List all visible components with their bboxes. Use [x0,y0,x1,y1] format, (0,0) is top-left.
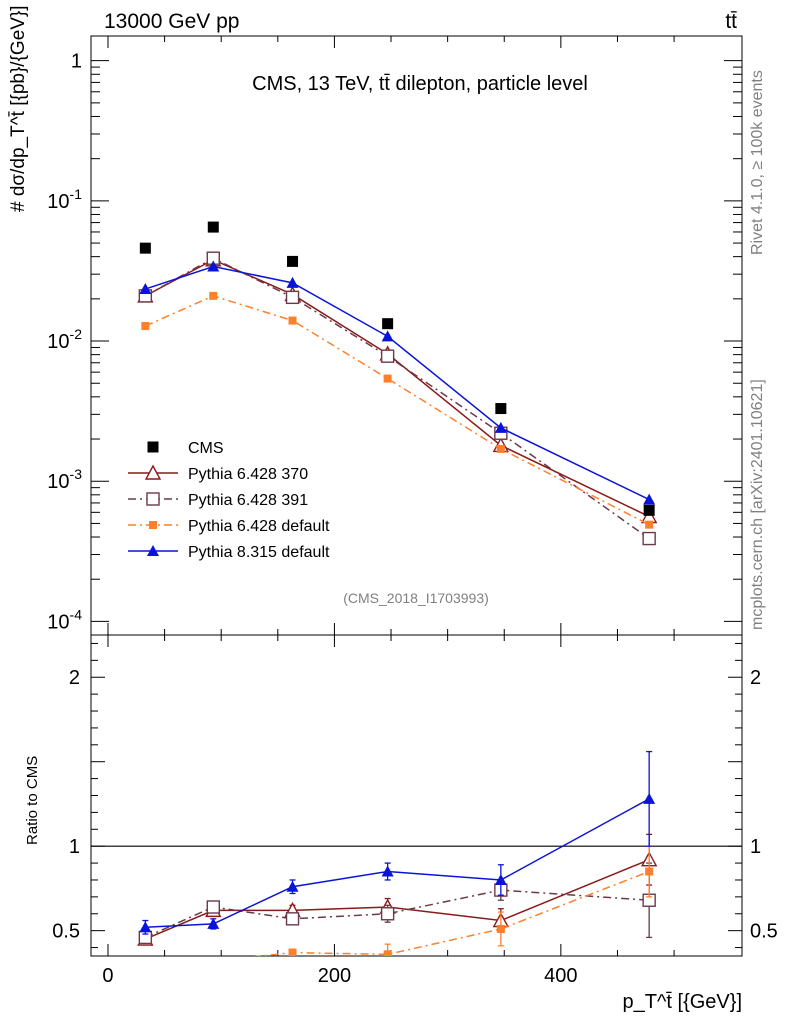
series-point [139,283,152,295]
ratio-point [285,912,300,926]
series-point [141,322,150,331]
series-point [381,330,394,342]
x-tick-label: 200 [318,965,351,987]
legend-label: Pythia 6.428 default [188,518,330,535]
mcplots-label: mcplots.cern.ch [arXiv:2401.10621] [749,379,766,630]
y-tick-label-lower-right: 1 [750,836,761,858]
upper-plot [137,221,658,546]
series-line [144,258,650,518]
data-point [139,242,151,254]
y-tick-label: 10-1 [47,186,82,213]
x-tick-label: 0 [102,965,113,987]
series-point [494,421,507,433]
series-point [645,520,654,529]
legend-marker [149,521,157,529]
lower-panel-frame [90,634,743,957]
analysis-id: (CMS_2018_I1703993) [343,590,489,606]
y-tick-label-lower: 1 [69,836,80,858]
series-line [144,257,650,540]
legend-marker [146,492,160,506]
data-point [382,318,394,330]
legend-marker [144,464,162,480]
series-point [209,291,218,300]
ratio-point [288,948,297,956]
ratio-point [494,873,507,885]
ratio-point [209,957,217,965]
ratio-point [207,917,220,929]
series-point [285,290,300,305]
ratio-point [645,867,654,876]
ratio-line [145,798,650,929]
rivet-label: Rivet 4.1.0, ≥ 100k events [749,70,766,255]
y-tick-label-lower-right: 0.5 [750,921,778,943]
ratio-point [380,907,395,921]
lower-plot [91,750,742,972]
ratio-point [383,950,392,956]
series-point [286,276,299,288]
y-axis-label-upper: # dσ/dp_T^t̄ [{pb}/{GeV}] [8,5,29,212]
x-axis-label: p_T^t̄ [{GeV}] [623,991,742,1013]
series-point [380,349,395,363]
y-tick-label: 10-4 [47,606,82,633]
ratio-line [145,889,650,939]
legend-label: Pythia 6.428 370 [188,466,308,483]
ratio-point [381,865,394,877]
x-tick-label: 400 [544,965,577,987]
legend-marker [147,545,159,556]
chart-title: CMS, 13 TeV, tt̄ dilepton, particle leve… [252,73,588,95]
y-tick-label: 10-2 [47,326,82,353]
series-point [496,444,505,453]
ratio-point [286,880,299,892]
series-line [145,265,650,501]
data-point [495,403,507,415]
energy-label: 13000 GeV pp [104,10,239,33]
process-label: tt̄ [725,10,737,33]
legend-label: Pythia 6.428 391 [188,492,308,509]
series-point [207,260,220,272]
y-tick-label: 10-3 [47,466,82,493]
ratio-point [141,964,149,972]
series-line [145,295,650,526]
data-point [207,221,219,233]
ratio-point [643,792,656,804]
ratio-line [253,870,650,956]
y-tick-label: 1 [71,51,82,73]
series-point [383,374,392,383]
ratio-line [145,859,650,940]
series-point [643,493,656,505]
series-point [288,316,297,325]
data-point [643,504,655,516]
legend-marker-data [147,441,159,453]
legend-label-data: CMS [188,440,224,457]
lower-clip-group [91,750,742,972]
y-tick-label-lower: 2 [69,667,80,689]
legend-label: Pythia 8.315 default [188,544,330,561]
data-point [287,255,299,267]
y-tick-label-lower-right: 2 [750,667,761,689]
series-point [642,531,656,546]
y-axis-label-lower: Ratio to CMS [24,756,41,845]
y-tick-label-lower: 0.5 [52,921,80,943]
legend: CMS Pythia 6.428 370 Pythia 6.428 391 Pythi… [128,440,330,561]
ratio-point [206,900,220,914]
ratio-point [139,921,152,933]
ratio-point [496,924,505,933]
axis-ticks: 0 200 400 1 10-1 10-2 10-3 10-4 0.5 0.5 1 1 2 2 [47,36,778,987]
